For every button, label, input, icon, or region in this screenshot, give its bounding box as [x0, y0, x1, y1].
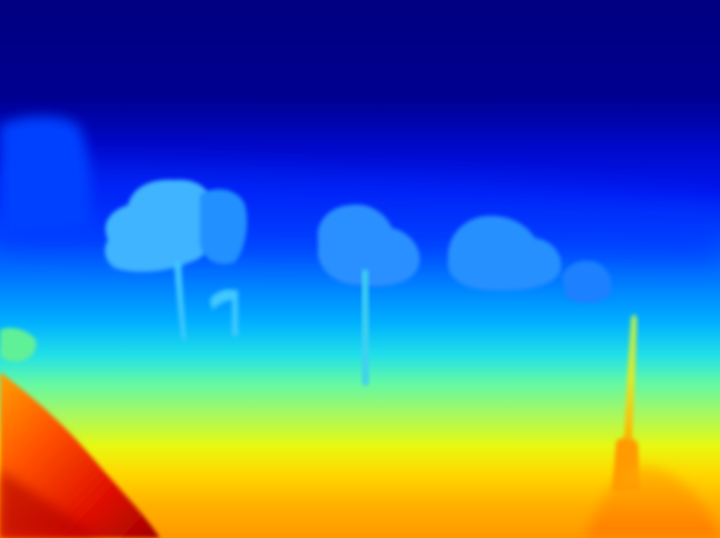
tree-2-canopy — [317, 204, 420, 287]
tree-1-trunk — [174, 262, 186, 340]
small-post — [210, 289, 238, 336]
tree-1-canopy — [104, 179, 215, 272]
near-left-shadow — [0, 470, 100, 538]
left-ground-patch — [0, 328, 37, 362]
near-right-surface — [585, 466, 720, 538]
tree-2 — [317, 204, 420, 385]
tree-4-canopy — [562, 260, 612, 303]
right-pole-shaft — [624, 314, 637, 440]
tree-2-trunk — [362, 270, 369, 385]
tree-1-back-foliage — [200, 189, 247, 265]
tree-1 — [104, 179, 215, 340]
tree-3-canopy — [448, 215, 562, 291]
left-structure — [0, 116, 91, 240]
